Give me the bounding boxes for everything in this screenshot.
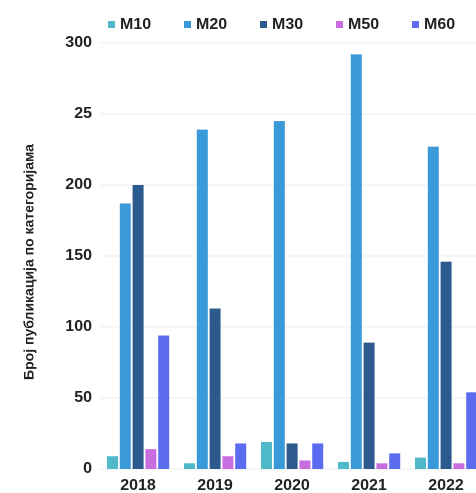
legend-label: M10 bbox=[120, 16, 151, 33]
y-tick-label: 300 bbox=[65, 34, 92, 51]
legend-swatch bbox=[336, 21, 343, 28]
legend-swatch bbox=[412, 21, 419, 28]
bar bbox=[132, 185, 144, 469]
y-tick-label: 25 bbox=[74, 105, 92, 122]
bar bbox=[119, 203, 131, 469]
bar bbox=[427, 146, 439, 469]
y-tick-label: 50 bbox=[74, 389, 92, 406]
legend-swatch bbox=[260, 21, 267, 28]
bar bbox=[389, 453, 401, 469]
x-tick-label: 2020 bbox=[274, 477, 310, 493]
legend-label: M50 bbox=[348, 16, 379, 33]
bar bbox=[209, 308, 221, 469]
bar bbox=[376, 463, 388, 469]
bar bbox=[466, 392, 476, 469]
bar bbox=[415, 457, 426, 469]
y-tick-label: 100 bbox=[65, 318, 92, 335]
bar bbox=[350, 54, 362, 470]
y-tick-label: 150 bbox=[65, 247, 92, 264]
bar bbox=[453, 463, 465, 469]
bar bbox=[338, 461, 349, 469]
legend-label: M60 bbox=[424, 16, 455, 33]
bar bbox=[107, 456, 118, 469]
bar bbox=[286, 443, 298, 469]
bar bbox=[261, 442, 272, 469]
bar bbox=[299, 460, 311, 469]
y-axis-label: Број публикација по категоријама bbox=[21, 144, 37, 380]
legend-swatch bbox=[184, 21, 191, 28]
bar bbox=[158, 335, 170, 469]
bar bbox=[235, 443, 247, 469]
bar bbox=[312, 443, 324, 469]
bar bbox=[196, 129, 208, 469]
bar bbox=[440, 261, 452, 469]
bar bbox=[145, 449, 157, 469]
x-tick-label: 2022 bbox=[428, 477, 464, 493]
bar bbox=[222, 456, 234, 469]
bar bbox=[363, 342, 375, 469]
legend-label: M20 bbox=[196, 16, 227, 33]
y-tick-label: 0 bbox=[83, 460, 92, 477]
bar bbox=[273, 121, 285, 469]
x-tick-label: 2019 bbox=[197, 477, 233, 493]
x-tick-label: 2018 bbox=[120, 477, 156, 493]
y-tick-label: 200 bbox=[65, 176, 92, 193]
legend-label: M30 bbox=[272, 16, 303, 33]
x-tick-label: 2021 bbox=[351, 477, 387, 493]
bar bbox=[184, 463, 195, 469]
legend-swatch bbox=[108, 21, 115, 28]
